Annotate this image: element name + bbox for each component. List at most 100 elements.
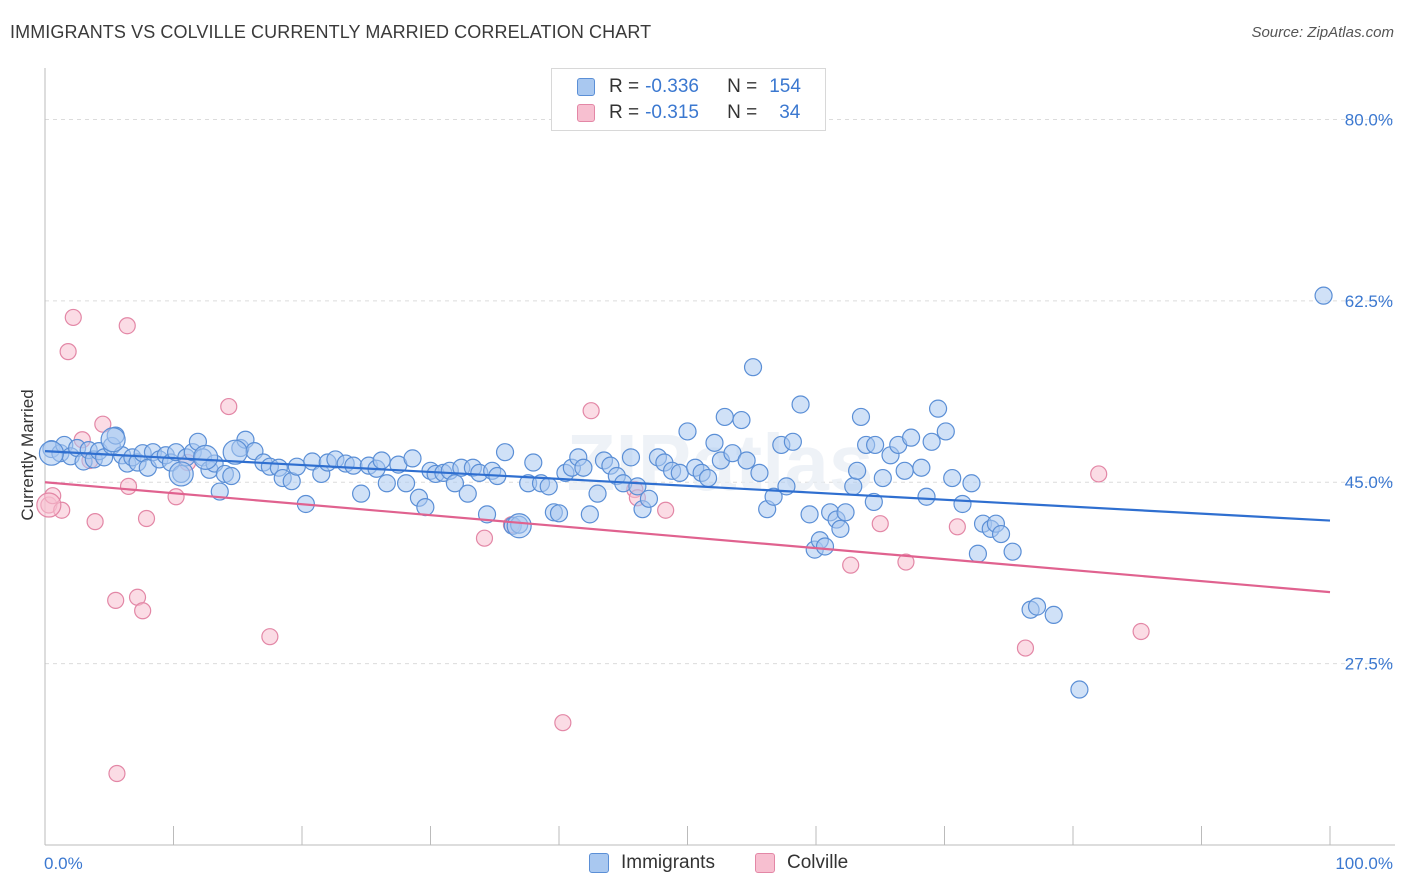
y-tick-label: 62.5%: [1345, 292, 1393, 311]
colville-point: [118, 317, 136, 335]
immigrants-point: [962, 474, 981, 493]
immigrants-point: [377, 474, 396, 493]
immigrants-point: [943, 468, 962, 488]
series-legend: Immigrants Colville: [0, 852, 1406, 878]
immigrants-point: [866, 435, 885, 455]
immigrants-point: [396, 474, 416, 493]
colville-point: [167, 488, 185, 506]
immigrants-point: [864, 492, 883, 512]
immigrants-legend-swatch: [589, 853, 609, 873]
colville-legend-swatch: [755, 853, 775, 873]
immigrants-point: [928, 399, 948, 418]
immigrants-point: [705, 433, 724, 452]
legend-n-label: N =: [727, 102, 758, 123]
colville-point: [582, 402, 600, 420]
legend-label-colville: Colville: [787, 852, 849, 873]
legend-r-label: R =: [609, 76, 640, 97]
immigrants-point: [524, 453, 543, 472]
legend-r-label: R =: [609, 102, 640, 123]
immigrants-point: [901, 428, 921, 447]
immigrants-point: [698, 468, 718, 488]
colville-point: [94, 415, 112, 433]
y-tick-label: 45.0%: [1345, 473, 1393, 492]
immigrants-point: [991, 524, 1011, 544]
colville-point: [1016, 639, 1035, 657]
colville-point: [220, 397, 238, 416]
immigrants-point: [1314, 286, 1333, 305]
immigrants-point: [783, 432, 802, 451]
tick-labels: 80.0% 62.5% 45.0% 27.5% 0.0% 100.0%: [44, 110, 1393, 873]
immigrants-point: [851, 407, 871, 427]
immigrants-point: [38, 440, 65, 466]
colville-point: [948, 518, 966, 536]
immigrants-trend-line: [44, 450, 1331, 522]
legend-n-value: 154: [769, 76, 801, 97]
immigrants-point: [506, 513, 532, 539]
legend-row-immigrants: R = -0.336 N = 154: [577, 75, 801, 99]
colville-point: [134, 602, 152, 620]
immigrants-point: [936, 422, 955, 441]
legend-row-colville: R = -0.315 N = 34: [577, 101, 800, 125]
immigrants-point: [588, 484, 607, 503]
colville-point: [657, 501, 675, 519]
y-tick-label: 27.5%: [1345, 655, 1393, 674]
chart-title: IMMIGRANTS VS COLVILLE CURRENTLY MARRIED…: [10, 22, 652, 42]
immigrants-point: [168, 461, 194, 487]
immigrants-point: [372, 451, 391, 470]
colville-point: [137, 509, 156, 528]
colville-point: [36, 492, 62, 518]
x-tick-label: 0.0%: [44, 854, 83, 873]
immigrants-point: [737, 451, 756, 470]
immigrants-point: [968, 544, 988, 563]
immigrants-point: [1027, 597, 1047, 616]
grid-lines: [45, 118, 1395, 665]
legend-item-colville: Colville: [755, 852, 848, 874]
colville-point: [554, 714, 572, 732]
legend-label-immigrants: Immigrants: [621, 852, 715, 873]
immigrants-point: [1070, 680, 1089, 699]
immigrants-point: [495, 443, 515, 462]
immigrants-point: [580, 505, 599, 524]
immigrants-point: [1003, 542, 1022, 561]
colville-point: [59, 343, 77, 361]
colville-point: [86, 513, 104, 531]
immigrants-point: [539, 477, 558, 496]
immigrants-point: [639, 489, 659, 508]
immigrants-point: [953, 494, 972, 514]
immigrants-point: [743, 358, 763, 377]
immigrants-point: [750, 463, 769, 483]
immigrants-point: [222, 466, 241, 486]
immigrants-point: [723, 444, 742, 463]
immigrants-point: [1044, 605, 1063, 625]
legend-item-immigrants: Immigrants: [589, 852, 715, 874]
x-tick-label: 100.0%: [1335, 854, 1393, 873]
immigrants-point: [445, 474, 465, 493]
immigrants-point: [917, 487, 936, 506]
source-label: Source: ZipAtlas.com: [1251, 24, 1394, 41]
legend-n-value: 34: [779, 102, 801, 123]
immigrants-point: [895, 461, 914, 480]
immigrants-point: [287, 457, 306, 476]
correlation-legend: R = -0.336 N = 154 R = -0.315 N = 34: [551, 68, 826, 131]
immigrants-point: [100, 427, 126, 453]
colville-point: [64, 308, 82, 327]
immigrants-swatch: [577, 78, 595, 96]
immigrants-point: [193, 444, 219, 470]
immigrants-point: [815, 537, 835, 556]
immigrants-point: [403, 449, 422, 468]
immigrants-point: [831, 519, 850, 538]
immigrants-point: [549, 504, 569, 523]
colville-point: [842, 556, 860, 574]
immigrants-point: [344, 456, 363, 475]
colville-point: [475, 529, 494, 547]
immigrants-point: [352, 484, 371, 503]
immigrants-point: [621, 448, 641, 467]
immigrants-point: [791, 395, 810, 414]
legend-n-label: N =: [727, 76, 758, 97]
colville-point: [119, 477, 138, 495]
immigrants-point: [678, 422, 697, 441]
immigrants-point: [416, 498, 435, 517]
immigrants-point: [922, 432, 941, 451]
legend-r-value: -0.336: [645, 76, 699, 97]
